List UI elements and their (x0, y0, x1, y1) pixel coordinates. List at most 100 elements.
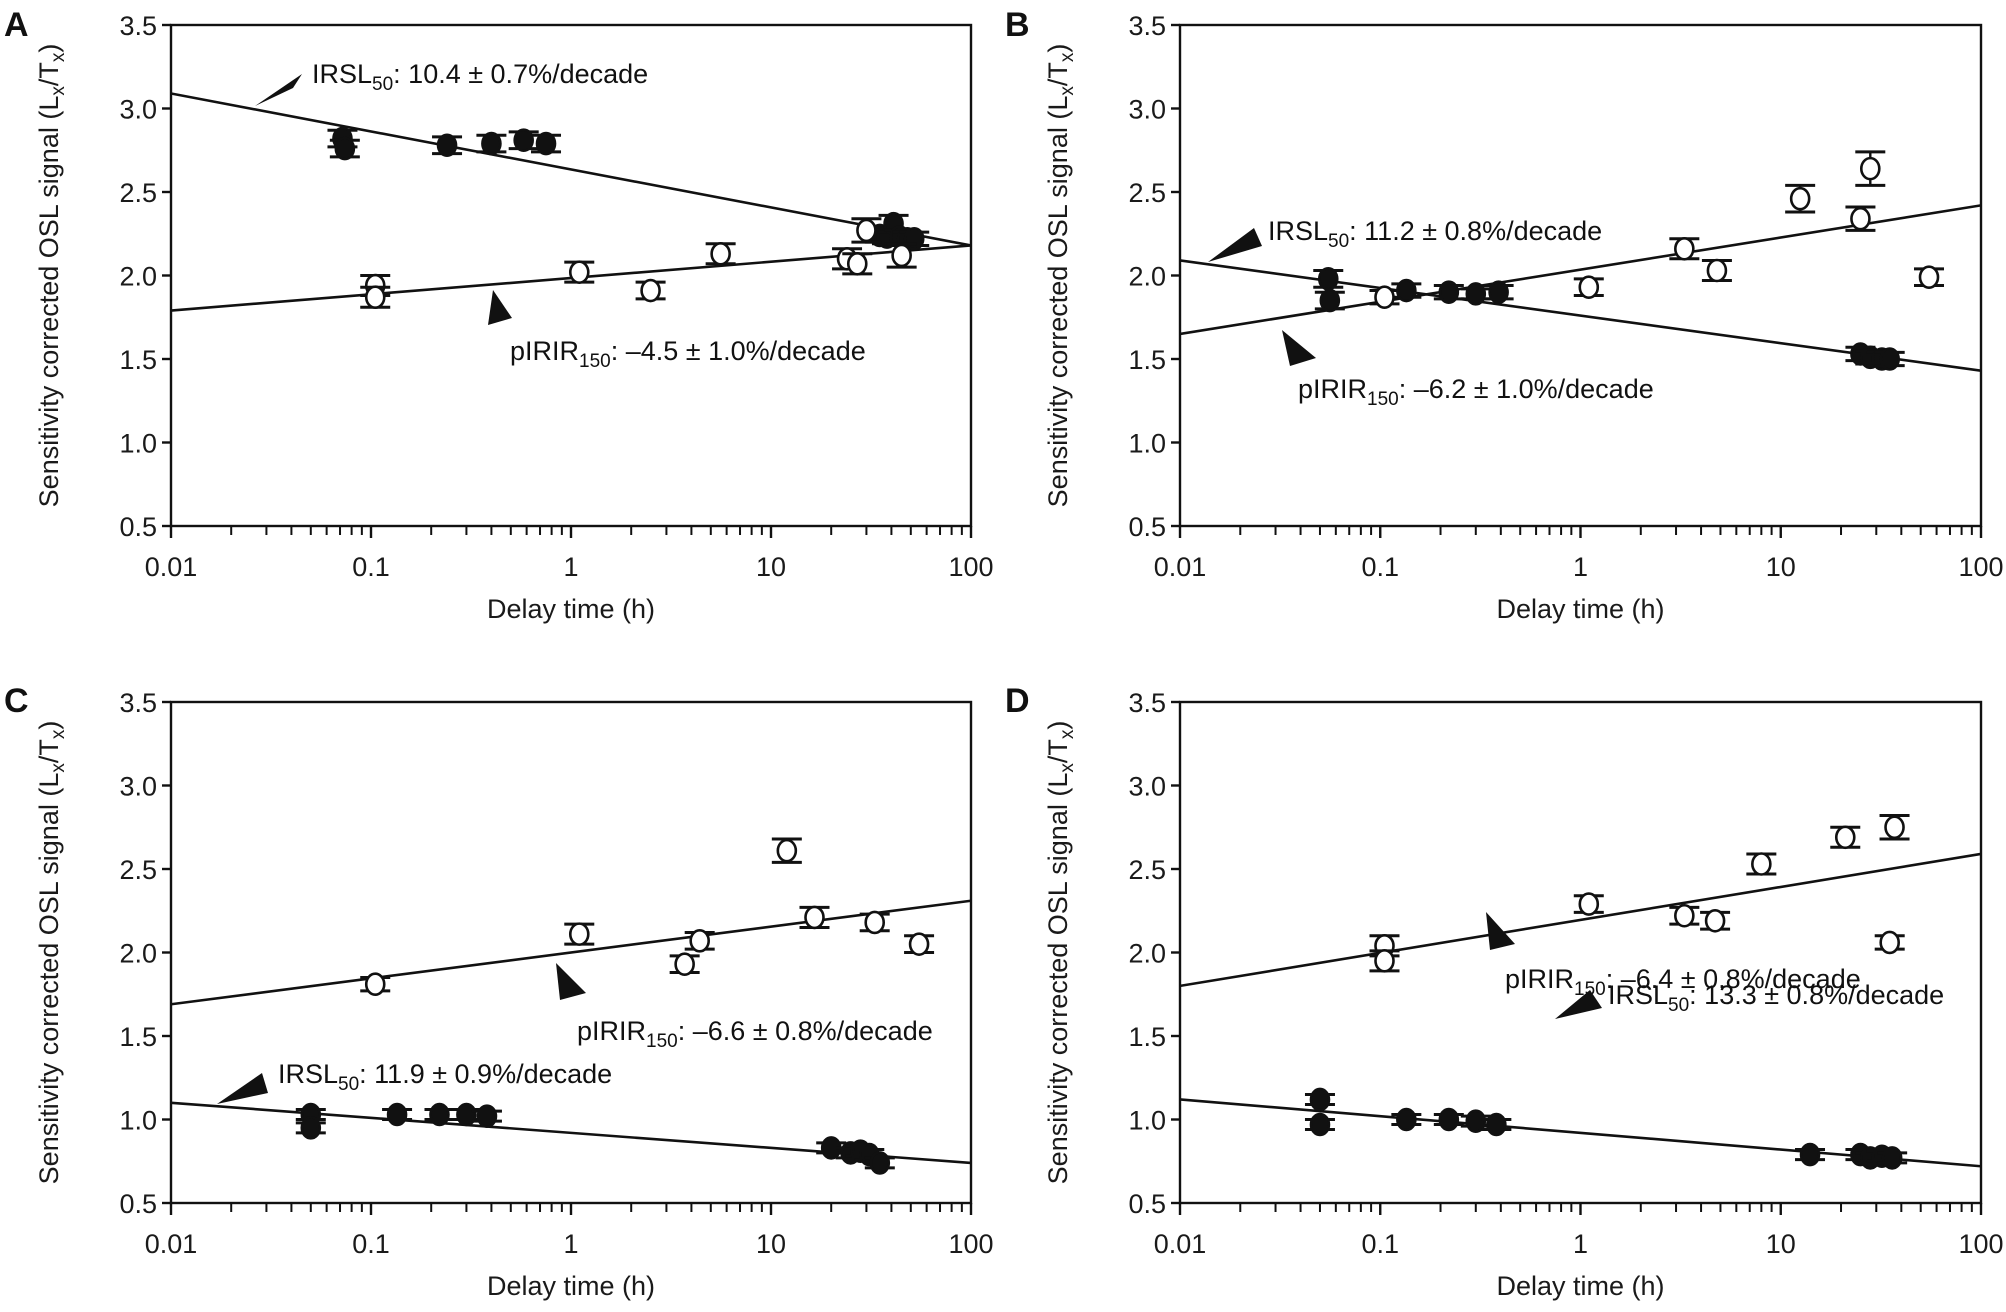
y-tick-label: 1.5 (119, 345, 157, 375)
data-point-pirir150 (689, 929, 710, 953)
x-tick-label: 10 (1766, 552, 1796, 582)
data-point-irsl50 (1309, 1087, 1331, 1112)
data-point-irsl50 (1396, 1107, 1417, 1132)
data-point-pirir150 (846, 252, 868, 276)
y-axis-title: Sensitivity corrected OSL signal (Lx/Tx) (34, 44, 69, 508)
x-tick-label: 1 (563, 552, 578, 582)
panel-d: D 0.5 1.0 1.5 2.0 2.5 3.0 3.5 0.01 0.1 1 10 100 Delay… (1005, 682, 2004, 1301)
y-tick-label: 2.5 (1128, 855, 1166, 885)
data-point-pirir150 (710, 241, 731, 266)
panel-letter: B (1005, 6, 1030, 44)
annotation-arrow (1555, 990, 1602, 1019)
data-point-irsl50 (869, 1151, 891, 1175)
x-axis-title: Delay time (h) (487, 1271, 655, 1301)
fit-line-pirir150 (171, 899, 971, 1006)
y-tick-label: 3.5 (119, 688, 157, 718)
x-tick-label: 0.1 (352, 552, 390, 582)
annotation-arrow (488, 290, 512, 325)
data-point-irsl50 (1309, 1112, 1331, 1137)
panel-a: A 0.5 1.0 1.5 2.0 2.5 3.0 3.5 0.01 0.1 1 10 100 Delay… (4, 6, 994, 624)
data-point-pirir150 (1674, 236, 1695, 261)
data-point-irsl50 (1396, 278, 1417, 303)
x-tick-label: 0.01 (1154, 1229, 1207, 1259)
y-tick-label: 1.5 (119, 1022, 157, 1052)
y-tick-label: 2.0 (119, 262, 157, 292)
x-axis-title: Delay time (h) (487, 594, 655, 624)
data-point-irsl50 (1438, 280, 1460, 305)
x-tick-label: 1 (1573, 552, 1588, 582)
data-point-irsl50 (386, 1102, 408, 1127)
fit-line-irsl50 (171, 92, 971, 247)
y-tick-label: 3.0 (1128, 772, 1166, 802)
data-point-irsl50 (1465, 1109, 1487, 1133)
y-tick-label: 1.0 (1128, 429, 1166, 459)
data-point-pirir150 (1578, 275, 1600, 299)
x-tick-label: 0.01 (145, 1229, 198, 1259)
panel-b: B 0.5 1.0 1.5 2.0 2.5 3.0 3.5 0.01 0.1 1 10 100 Delay… (1005, 6, 2004, 624)
x-tick-label: 100 (1958, 552, 2003, 582)
y-tick-label: 1.5 (1128, 345, 1166, 375)
x-tick-label: 1 (1573, 1229, 1588, 1259)
annotation-arrow (217, 1073, 268, 1104)
x-tick-label: 100 (948, 552, 993, 582)
y-tick-label: 2.5 (1128, 178, 1166, 208)
data-point-irsl50 (456, 1102, 477, 1127)
data-point-pirir150 (1884, 815, 1905, 840)
y-tick-label: 3.0 (1128, 95, 1166, 125)
y-tick-label: 2.0 (1128, 262, 1166, 292)
data-point-irsl50 (1881, 1146, 1903, 1170)
annotation-arrow (255, 74, 302, 106)
panel-letter: C (4, 682, 29, 720)
y-tick-label: 2.0 (119, 939, 157, 969)
annotation-label-irsl50: IRSL50: 11.9 ± 0.9%/decade (278, 1059, 612, 1095)
y-tick-label: 3.5 (1128, 11, 1166, 41)
data-point-irsl50 (1486, 1112, 1507, 1137)
data-point-irsl50 (1488, 280, 1509, 305)
data-point-pirir150 (1674, 903, 1695, 928)
data-point-irsl50 (476, 1104, 498, 1128)
data-point-irsl50 (300, 1116, 322, 1140)
x-tick-label: 100 (1958, 1229, 2003, 1259)
data-point-pirir150 (804, 905, 825, 930)
data-point-pirir150 (856, 218, 877, 243)
data-point-pirir150 (1850, 206, 1871, 231)
x-tick-label: 0.1 (1361, 552, 1399, 582)
data-point-pirir150 (891, 243, 912, 268)
x-tick-label: 100 (948, 1229, 993, 1259)
y-tick-label: 3.0 (119, 772, 157, 802)
x-tick-label: 1 (563, 1229, 578, 1259)
data-point-pirir150 (1859, 156, 1881, 181)
y-tick-label: 1.0 (119, 1106, 157, 1136)
fit-line-pirir150 (1180, 204, 1981, 336)
annotation-label-pirir150: pIRIR150: –6.2 ± 1.0%/decade (1298, 374, 1654, 410)
y-tick-label: 3.0 (119, 95, 157, 125)
annotation-arrow (1486, 912, 1515, 950)
panel-letter: D (1005, 682, 1030, 720)
annotation-arrow (1282, 330, 1316, 366)
data-point-pirir150 (1704, 908, 1726, 933)
data-point-pirir150 (1706, 258, 1728, 283)
data-point-pirir150 (568, 922, 590, 946)
x-tick-label: 10 (756, 1229, 786, 1259)
y-tick-label: 0.5 (1128, 1189, 1166, 1219)
y-axis-title: Sensitivity corrected OSL signal (Lx/Tx) (1043, 721, 1078, 1185)
x-axis-title: Delay time (h) (1496, 1271, 1664, 1301)
x-tick-label: 10 (1766, 1229, 1796, 1259)
data-point-irsl50 (429, 1102, 450, 1127)
data-point-irsl50 (1438, 1107, 1460, 1132)
annotation-label-pirir150: pIRIR150: –6.6 ± 0.8%/decade (577, 1016, 933, 1052)
x-axis-title: Delay time (h) (1496, 594, 1664, 624)
y-tick-label: 0.5 (1128, 512, 1166, 542)
data-point-irsl50 (513, 128, 534, 153)
data-point-irsl50 (1799, 1142, 1821, 1167)
x-tick-label: 0.1 (352, 1229, 390, 1259)
y-tick-label: 1.0 (1128, 1106, 1166, 1136)
data-point-pirir150 (640, 278, 661, 303)
data-point-pirir150 (364, 285, 386, 310)
y-axis-title: Sensitivity corrected OSL signal (Lx/Tx) (1043, 44, 1078, 508)
data-point-pirir150 (908, 932, 930, 956)
annotation-label-irsl50: IRSL50: 13.3 ± 0.8%/decade (1608, 980, 1944, 1016)
fit-line-irsl50 (1180, 1098, 1981, 1168)
data-point-irsl50 (1465, 282, 1487, 306)
